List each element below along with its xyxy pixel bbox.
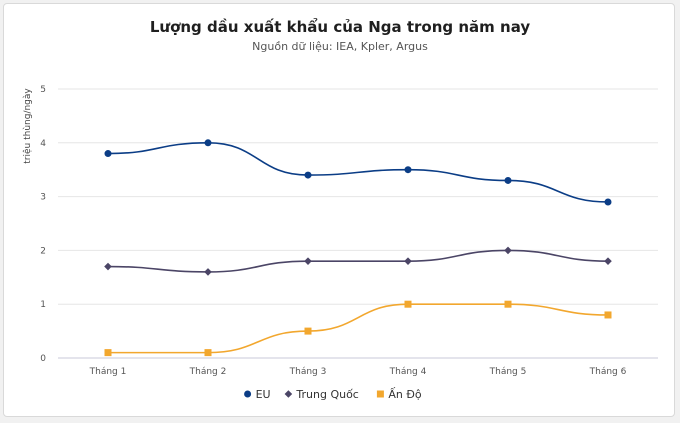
x-axis: Tháng 1 Tháng 2 Tháng 3 Tháng 4 Tháng 5 Tháng… bbox=[89, 367, 627, 377]
y-axis-label: triệu thùng/ngày bbox=[22, 88, 33, 164]
legend-marker[interactable] bbox=[376, 390, 384, 398]
series-line bbox=[107, 249, 609, 273]
legend-marker[interactable] bbox=[244, 390, 252, 398]
data-point[interactable] bbox=[204, 349, 212, 357]
series-line bbox=[108, 303, 609, 354]
series-line bbox=[107, 141, 609, 203]
legend-label: Trung Quốc bbox=[295, 388, 358, 401]
data-point[interactable] bbox=[304, 171, 312, 179]
data-point[interactable] bbox=[104, 150, 112, 158]
x-tick-label: Tháng 5 bbox=[489, 367, 527, 377]
x-tick-label: Tháng 4 bbox=[389, 367, 427, 377]
data-point[interactable] bbox=[404, 300, 412, 308]
chart-title: Lượng dầu xuất khẩu của Nga trong năm na… bbox=[150, 17, 531, 36]
data-point[interactable] bbox=[304, 327, 312, 335]
x-tick-label: Tháng 3 bbox=[289, 367, 327, 377]
y-tick-label: 1 bbox=[40, 300, 46, 310]
data-point[interactable] bbox=[404, 257, 412, 265]
data-point[interactable] bbox=[404, 166, 412, 174]
data-point[interactable] bbox=[504, 176, 512, 184]
data-point[interactable] bbox=[604, 311, 612, 319]
y-tick-label: 3 bbox=[40, 193, 46, 203]
legend-item[interactable]: EU bbox=[244, 388, 271, 401]
data-point[interactable] bbox=[504, 246, 512, 255]
data-point[interactable] bbox=[104, 262, 112, 271]
legend-label: Ấn Độ bbox=[388, 387, 422, 401]
x-tick-label: Tháng 1 bbox=[89, 367, 127, 377]
y-tick-label: 2 bbox=[40, 246, 46, 256]
data-point[interactable] bbox=[204, 139, 212, 147]
chart-subtitle: Nguồn dữ liệu: IEA, Kpler, Argus bbox=[252, 40, 428, 53]
y-tick-label: 4 bbox=[40, 139, 46, 149]
y-axis: 0 1 2 3 4 5 bbox=[40, 85, 46, 364]
series-2 bbox=[104, 300, 612, 357]
data-point[interactable] bbox=[204, 268, 212, 276]
data-point[interactable] bbox=[104, 349, 112, 357]
data-point[interactable] bbox=[504, 300, 512, 308]
legend-label: EU bbox=[256, 388, 271, 401]
data-point[interactable] bbox=[604, 257, 612, 265]
data-point[interactable] bbox=[304, 257, 312, 265]
y-tick-label: 0 bbox=[40, 354, 46, 364]
data-point[interactable] bbox=[604, 198, 612, 206]
legend-marker[interactable] bbox=[284, 390, 293, 398]
series-1 bbox=[104, 246, 612, 276]
series-0 bbox=[104, 139, 612, 206]
chart-card bbox=[3, 3, 675, 417]
legend: EU Trung Quốc Ấn Độ bbox=[244, 387, 422, 401]
y-tick-label: 5 bbox=[40, 85, 46, 95]
x-tick-label: Tháng 2 bbox=[189, 367, 227, 377]
legend-item[interactable]: Ấn Độ bbox=[376, 387, 422, 401]
x-tick-label: Tháng 6 bbox=[589, 367, 627, 377]
series-group bbox=[104, 139, 612, 357]
grid bbox=[58, 88, 658, 359]
legend-item[interactable]: Trung Quốc bbox=[284, 388, 359, 401]
